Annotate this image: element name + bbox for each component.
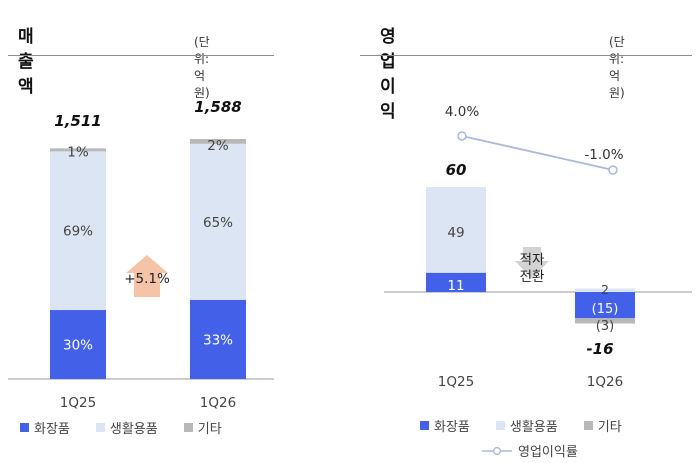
operating-profit-category-label: 1Q26 [587, 374, 623, 390]
legend-swatch-other [183, 423, 193, 432]
revenue-bar-1Q25-0 [50, 310, 106, 379]
operating-profit-bar-1Q26-2 [575, 318, 635, 324]
revenue-bar-1Q26-0 [190, 299, 246, 379]
operating-profit-bar-1Q25-1 [426, 187, 486, 273]
revenue-unit: (단위: 억 원) [194, 35, 210, 100]
legend-label-household: 생활용품 [109, 422, 158, 437]
legend-item-household-2: 생활용품 [495, 416, 558, 435]
revenue-segment-label: 69% [63, 224, 93, 240]
operating-profit-total-label: -16 [586, 340, 613, 358]
revenue-segment-label: 1% [67, 144, 89, 160]
revenue-category-label: 1Q25 [60, 395, 96, 411]
legend-item-other-2: 기타 [583, 416, 622, 435]
deficit-arrow-icon [515, 247, 549, 279]
revenue-total-label: 1,511 [54, 112, 101, 130]
revenue-legend: 화장품 생활용품 기타 [20, 418, 248, 437]
legend-label-cosmetics: 화장품 [34, 422, 70, 437]
legend-item-cosmetics-2: 화장품 [420, 416, 470, 435]
legend-label-household-2: 생활용품 [509, 420, 558, 435]
change-label-line-1: 적자 [520, 252, 545, 268]
revenue-segment-label: 2% [207, 138, 229, 154]
legend-item-household: 생활용품 [95, 418, 158, 437]
legend-line-icon [482, 446, 512, 456]
operating-profit-category-label: 1Q25 [438, 374, 474, 390]
change-label-line-2: 전환 [520, 269, 545, 285]
revenue-title-rule [8, 55, 274, 56]
revenue-segment-label: 30% [63, 338, 93, 354]
revenue-bar-1Q26-1 [190, 143, 246, 300]
legend-swatch-household [95, 423, 105, 432]
operating-margin-label: 4.0% [445, 104, 479, 120]
op-segment-label: 2 [601, 282, 609, 297]
growth-label: +5.1% [124, 271, 170, 287]
op-segment-label: 11 [447, 278, 464, 294]
operating-profit-title: 영업이익 [380, 27, 397, 122]
operating-margin-label: -1.0% [584, 147, 623, 163]
revenue-bar-1Q26-2 [190, 139, 246, 144]
revenue-bar-1Q25-1 [50, 151, 106, 311]
revenue-segment-label: 65% [203, 215, 233, 231]
operating-profit-title-rule [360, 55, 692, 56]
legend-item-other: 기타 [183, 418, 222, 437]
operating-margin-legend: 영업이익률 [482, 441, 604, 460]
operating-profit-unit: (단위: 억 원) [609, 35, 625, 100]
op-segment-label: (3) [596, 319, 614, 334]
operating-margin-line [461, 135, 614, 171]
legend-label-other-2: 기타 [597, 420, 622, 435]
operating-margin-point [457, 131, 467, 141]
operating-profit-total-label: 60 [446, 161, 467, 179]
legend-swatch-cosmetics [20, 423, 29, 432]
revenue-bar-1Q25-2 [50, 148, 106, 152]
operating-profit-bar-1Q26-1 [575, 288, 635, 292]
op-segment-label: 49 [447, 225, 464, 241]
op-segment-label: (15) [592, 302, 619, 317]
operating-profit-bar-1Q26-0 [575, 292, 635, 319]
operating-profit-legend: 화장품 생활용품 기타 [420, 416, 622, 435]
legend-label-margin: 영업이익률 [518, 445, 578, 460]
legend-swatch-household-2 [495, 421, 505, 430]
operating-profit-bar-1Q25-0 [426, 272, 486, 292]
legend-label-cosmetics-2: 화장품 [434, 420, 470, 435]
legend-item-cosmetics: 화장품 [20, 418, 70, 437]
revenue-segment-label: 33% [203, 332, 233, 348]
legend-swatch-other-2 [583, 421, 593, 430]
legend-label-other: 기타 [197, 422, 222, 437]
revenue-category-label: 1Q26 [200, 395, 236, 411]
revenue-total-label: 1,588 [194, 98, 241, 116]
revenue-title: 매출액 [18, 27, 35, 97]
legend-item-margin: 영업이익률 [482, 441, 578, 460]
growth-arrow-icon [126, 255, 168, 297]
legend-swatch-cosmetics-2 [420, 421, 429, 430]
operating-margin-point [608, 165, 618, 175]
